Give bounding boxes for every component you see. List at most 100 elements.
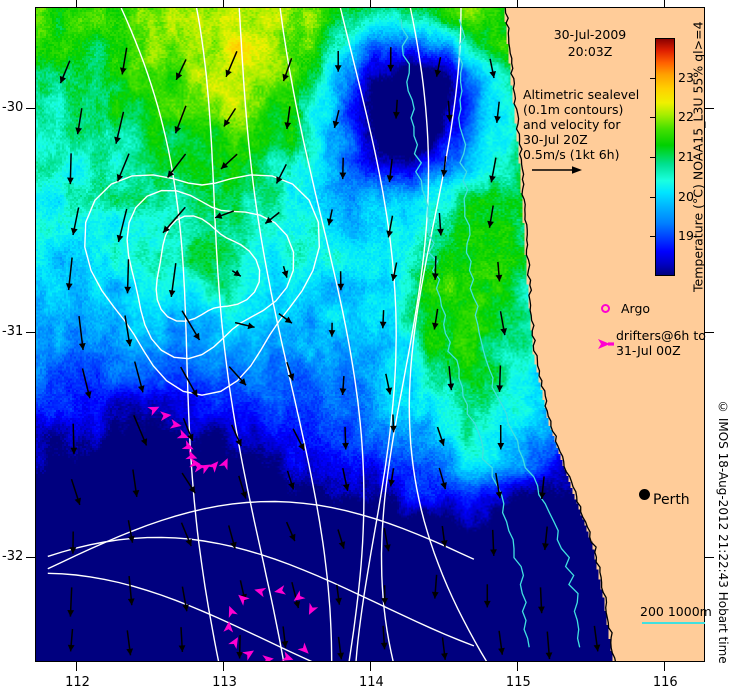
velocity-arrow-head bbox=[538, 606, 545, 614]
bathymetry-contour bbox=[458, 19, 581, 648]
ssh-contour-south bbox=[47, 536, 475, 647]
velocity-arrow-head bbox=[124, 286, 132, 294]
map-plot-area[interactable] bbox=[35, 7, 705, 662]
annotation-line-4: 30-Jul 20Z bbox=[523, 132, 588, 147]
velocity-arrow-head bbox=[434, 69, 442, 77]
velocity-arrow-head bbox=[593, 644, 601, 652]
drifter-arrow bbox=[207, 461, 219, 473]
drifter-arrow bbox=[193, 462, 205, 473]
x-tick bbox=[516, 662, 518, 671]
velocity-arrow-head bbox=[230, 541, 237, 549]
x-tick-top bbox=[76, 0, 78, 7]
ssh-contour bbox=[408, 8, 488, 661]
drifter-arrow bbox=[254, 587, 267, 598]
colorbar-tick-label: 19 bbox=[678, 228, 694, 244]
x-tick-label: 113 bbox=[212, 675, 237, 690]
velocity-arrow-head bbox=[235, 438, 242, 447]
velocity-arrow-head bbox=[500, 328, 507, 336]
drifter-arrow bbox=[293, 590, 306, 601]
velocity-arrow-head bbox=[337, 283, 345, 291]
velocity-arrow-head bbox=[438, 438, 445, 446]
velocity-arrow-head bbox=[289, 533, 296, 542]
map-overlay bbox=[47, 8, 617, 661]
drifter-arrow bbox=[308, 602, 319, 615]
x-tick-top bbox=[516, 0, 518, 7]
colorbar-title: Temperature (°C) NOAA15_L3U 55% ql>=4 bbox=[690, 21, 706, 293]
velocity-arrow-head bbox=[440, 169, 448, 177]
x-tick-label: 116 bbox=[652, 675, 678, 690]
ssh-contour bbox=[339, 8, 397, 661]
velocity-arrow-head bbox=[335, 597, 342, 605]
velocity-arrow-head bbox=[287, 373, 295, 381]
velocity-arrow-head bbox=[128, 535, 135, 543]
velocity-arrow-head bbox=[265, 216, 273, 224]
drifter-arrow bbox=[181, 440, 194, 450]
velocity-arrow-head bbox=[441, 652, 448, 660]
velocity-arrow-head bbox=[116, 234, 124, 242]
ssh-contour-eddy bbox=[126, 189, 295, 360]
velocity-arrow-head bbox=[70, 227, 78, 235]
bathymetry-contour bbox=[400, 19, 530, 648]
velocity-arrow-head bbox=[440, 540, 448, 547]
x-tick bbox=[370, 662, 371, 671]
velocity-arrow-head bbox=[185, 538, 192, 547]
velocity-arrow-head bbox=[74, 497, 81, 505]
velocity-arrow-head bbox=[338, 541, 346, 549]
velocity-arrow-head bbox=[293, 601, 301, 609]
velocity-arrow-head bbox=[431, 591, 439, 599]
x-tick-top bbox=[223, 0, 225, 7]
velocity-arrow-head bbox=[140, 438, 148, 446]
colorbar-tick-label: 21 bbox=[678, 149, 694, 164]
velocity-arrow-head bbox=[215, 212, 223, 219]
velocity-arrow-head bbox=[490, 549, 497, 556]
colorbar-tick bbox=[650, 236, 655, 238]
velocity-arrow-head bbox=[489, 71, 496, 78]
velocity-arrow-head bbox=[487, 220, 494, 228]
drifter-arrow bbox=[262, 655, 274, 661]
velocity-arrow-head bbox=[233, 269, 241, 277]
y-tick bbox=[26, 107, 35, 109]
velocity-arrow-head bbox=[489, 175, 496, 183]
drifter-arrow bbox=[160, 411, 172, 421]
velocity-arrow-head bbox=[334, 65, 342, 72]
drifter-marker-icon bbox=[598, 339, 614, 349]
colorbar bbox=[655, 38, 675, 276]
velocity-arrow-head bbox=[545, 652, 553, 660]
velocity-arrow-head bbox=[281, 640, 289, 648]
velocity-arrow-head bbox=[337, 652, 344, 660]
velocity-arrow-head bbox=[385, 387, 393, 395]
velocity-arrow-head bbox=[495, 274, 503, 282]
drifter-arrow bbox=[228, 605, 238, 618]
x-tick-label: 112 bbox=[65, 675, 90, 690]
date-line-1: 30-Jul-2009 bbox=[553, 27, 627, 42]
velocity-arrow-head bbox=[137, 385, 145, 393]
velocity-arrow-head bbox=[498, 647, 505, 655]
drifter-arrow bbox=[238, 594, 250, 606]
velocity-arrow-head bbox=[221, 162, 229, 169]
drifter-arrow bbox=[297, 642, 309, 654]
x-tick-top bbox=[370, 0, 371, 7]
ssh-contour bbox=[380, 8, 430, 661]
annotation-line-3: and velocity for bbox=[523, 117, 621, 132]
velocity-arrow-head bbox=[447, 383, 455, 391]
velocity-scale-arrow bbox=[532, 166, 582, 174]
velocity-arrow-head bbox=[167, 170, 175, 178]
velocity-arrow-head bbox=[116, 174, 124, 182]
velocity-arrow-head bbox=[495, 491, 503, 499]
velocity-arrow-head bbox=[69, 547, 77, 554]
velocity-arrow-head bbox=[282, 73, 289, 82]
credit-text: © IMOS 18-Aug-2012 21:22:43 Hobart time bbox=[716, 400, 730, 664]
velocity-arrow-head bbox=[342, 483, 350, 491]
colorbar-tick bbox=[650, 157, 655, 158]
velocity-arrow-head bbox=[497, 443, 505, 450]
velocity-arrow-head bbox=[332, 120, 340, 128]
drifters-legend-line-1: drifters@6h to bbox=[616, 328, 706, 343]
velocity-arrow-head bbox=[390, 273, 398, 281]
y-tick-right bbox=[705, 332, 714, 334]
velocity-arrow-head bbox=[328, 330, 336, 337]
velocity-arrow-head bbox=[539, 492, 546, 499]
velocity-arrow-head bbox=[388, 479, 395, 487]
velocity-arrow-head bbox=[240, 491, 248, 499]
y-tick-right bbox=[705, 107, 714, 109]
perth-city-marker bbox=[639, 489, 650, 500]
